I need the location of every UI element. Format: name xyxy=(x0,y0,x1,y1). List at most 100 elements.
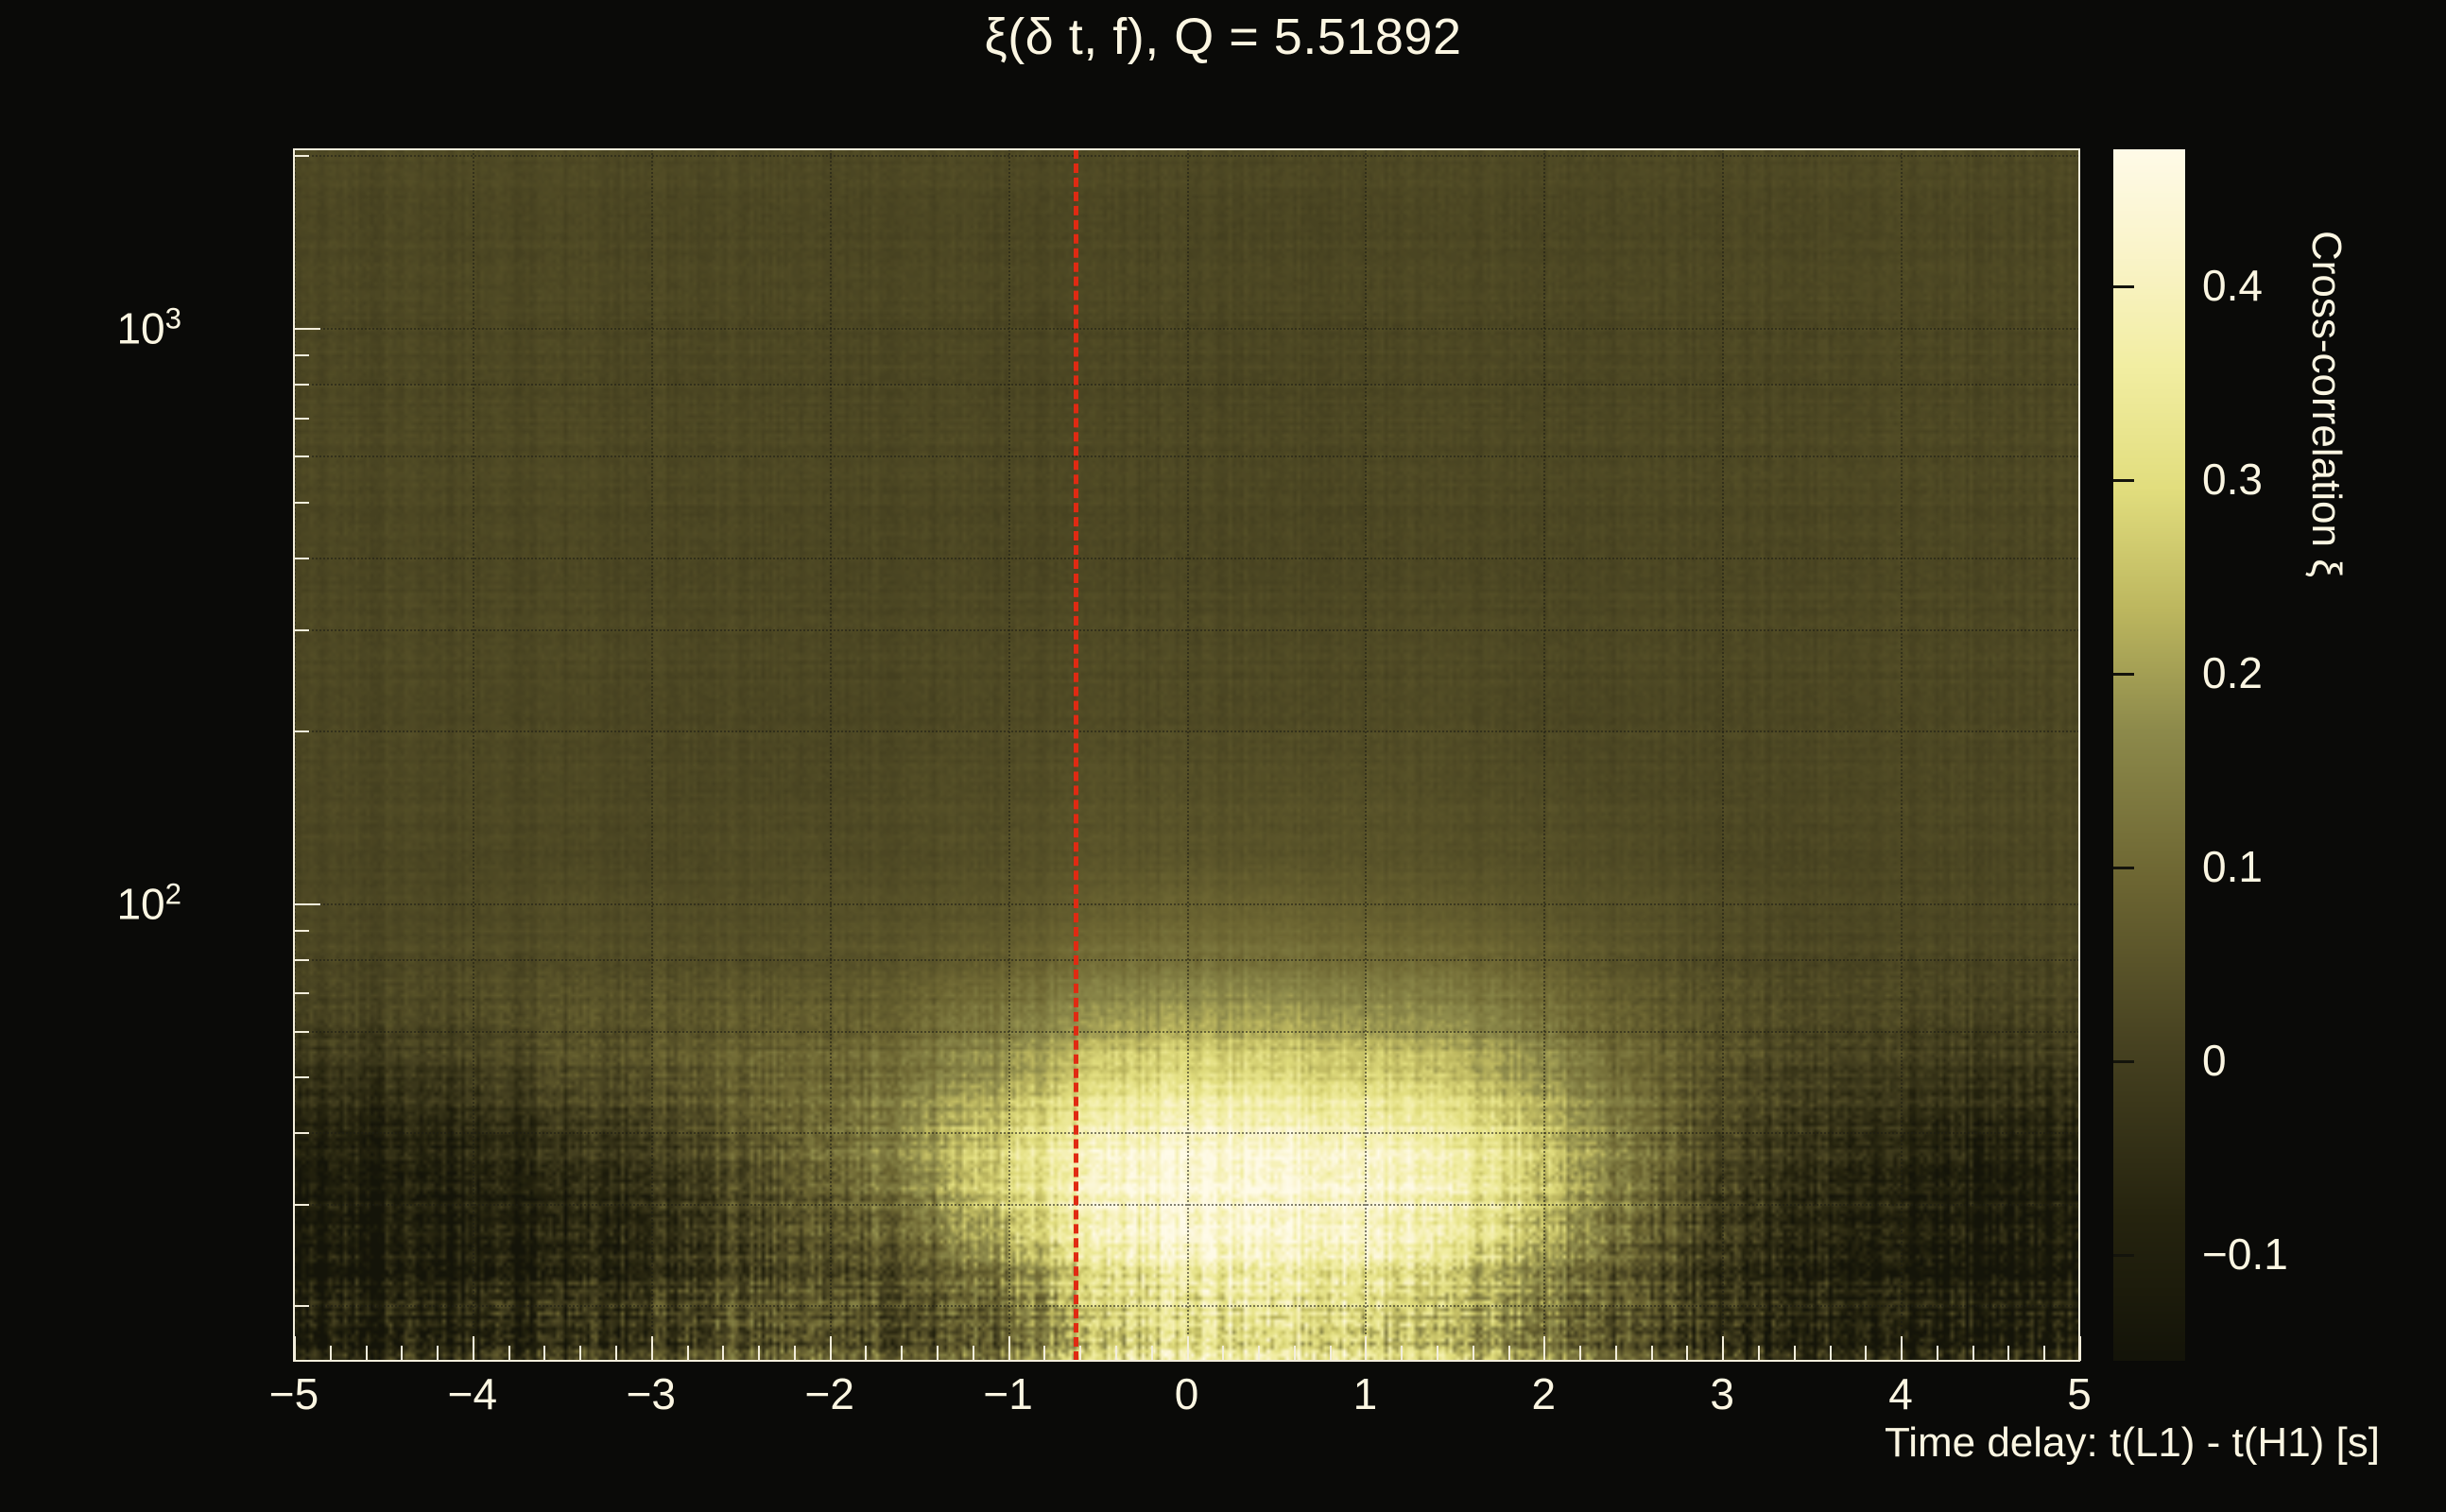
x-axis-major-tick xyxy=(2079,1336,2081,1361)
y-axis-minor-tick xyxy=(294,1203,309,1206)
figure-title: ξ(δ t, f), Q = 5.51892 xyxy=(984,9,1462,65)
colorbar-tick-label: 0.3 xyxy=(2202,454,2263,504)
x-axis-minor-tick xyxy=(1757,1346,1760,1361)
x-axis-minor-tick xyxy=(1079,1346,1082,1361)
x-axis-tick-label: 2 xyxy=(1531,1369,1557,1418)
x-axis-minor-tick xyxy=(401,1346,404,1361)
x-axis-tick-label: −3 xyxy=(626,1369,677,1418)
x-axis-major-tick xyxy=(1365,1336,1368,1361)
x-axis-major-tick xyxy=(1186,1336,1189,1361)
colorbar-tick xyxy=(2113,1254,2134,1258)
x-axis-major-tick xyxy=(1901,1336,1903,1361)
colorbar-title: Cross-correlation ξ xyxy=(2303,231,2350,577)
x-axis-tick-label: −4 xyxy=(447,1369,498,1418)
x-axis-minor-tick xyxy=(329,1346,332,1361)
x-axis-tick-label: 1 xyxy=(1352,1369,1378,1418)
y-axis-minor-tick xyxy=(294,417,309,420)
x-axis-minor-tick xyxy=(1114,1346,1117,1361)
y-axis-minor-tick xyxy=(294,929,309,932)
grid-line-vertical xyxy=(294,149,296,1361)
y-axis-minor-tick xyxy=(294,501,309,504)
x-axis-minor-tick xyxy=(1507,1346,1510,1361)
x-axis-minor-tick xyxy=(579,1346,582,1361)
y-axis-minor-tick xyxy=(294,557,309,559)
x-axis-minor-tick xyxy=(1258,1346,1261,1361)
y-tick-mantissa: 10 xyxy=(116,304,165,354)
x-axis-major-tick xyxy=(829,1336,832,1361)
x-axis-minor-tick xyxy=(758,1346,761,1361)
x-axis-major-tick xyxy=(1008,1336,1010,1361)
colorbar-tick-label: 0 xyxy=(2202,1036,2227,1086)
colorbar-tick xyxy=(2113,478,2134,482)
y-axis-minor-tick xyxy=(294,384,309,387)
y-axis-minor-tick xyxy=(294,992,309,995)
grid-line-vertical xyxy=(472,149,474,1361)
x-axis-minor-tick xyxy=(365,1346,368,1361)
x-axis-tick-label: −2 xyxy=(804,1369,854,1418)
x-axis-minor-tick xyxy=(2043,1346,2046,1361)
grid-line-vertical xyxy=(1722,149,1725,1361)
x-axis-minor-tick xyxy=(1579,1346,1582,1361)
x-axis-minor-tick xyxy=(1401,1346,1404,1361)
x-axis-minor-tick xyxy=(1150,1346,1153,1361)
x-axis-tick-label: −1 xyxy=(983,1369,1033,1418)
colorbar-tick xyxy=(2113,1060,2134,1064)
grid-line-vertical xyxy=(829,149,832,1361)
colorbar-tick-label: 0.4 xyxy=(2202,260,2263,310)
y-axis-minor-tick xyxy=(294,1305,309,1308)
y-axis-minor-tick xyxy=(294,628,309,631)
x-axis-minor-tick xyxy=(1436,1346,1438,1361)
x-axis-minor-tick xyxy=(508,1346,510,1361)
x-axis-minor-tick xyxy=(1972,1346,1974,1361)
y-axis-minor-tick xyxy=(294,455,309,458)
y-tick-mantissa: 10 xyxy=(116,879,165,929)
grid-line-vertical xyxy=(1008,149,1010,1361)
x-axis-major-tick xyxy=(650,1336,653,1361)
x-axis-minor-tick xyxy=(1829,1346,1832,1361)
x-axis-tick-label: 0 xyxy=(1174,1369,1199,1418)
y-axis-minor-tick xyxy=(294,1030,309,1033)
x-axis-minor-tick xyxy=(1293,1346,1296,1361)
x-axis-minor-tick xyxy=(686,1346,689,1361)
colorbar-tick xyxy=(2113,284,2134,288)
colorbar-tick-label: 0.1 xyxy=(2202,841,2263,891)
x-axis-minor-tick xyxy=(1472,1346,1474,1361)
grid-line-vertical xyxy=(650,149,653,1361)
x-axis-major-tick xyxy=(1543,1336,1546,1361)
grid-line-vertical xyxy=(1365,149,1368,1361)
x-axis-minor-tick xyxy=(543,1346,546,1361)
x-axis-minor-tick xyxy=(1865,1346,1868,1361)
x-axis-tick-label: 4 xyxy=(1888,1369,1913,1418)
y-axis-minor-tick xyxy=(294,730,309,732)
y-axis-minor-tick xyxy=(294,354,309,357)
colorbar-tick-label: 0.2 xyxy=(2202,647,2263,697)
y-axis-minor-tick xyxy=(294,1075,309,1078)
heatmap-plot-area[interactable] xyxy=(294,149,2079,1361)
y-tick-exponent: 2 xyxy=(164,877,181,911)
x-axis-minor-tick xyxy=(1614,1346,1617,1361)
x-axis-minor-tick xyxy=(1936,1346,1938,1361)
x-axis-minor-tick xyxy=(1793,1346,1796,1361)
y-axis-tick-label: 102 xyxy=(116,877,181,929)
grid-line-vertical xyxy=(1901,149,1903,1361)
x-axis-minor-tick xyxy=(972,1346,974,1361)
x-axis-tick-label: 5 xyxy=(2067,1369,2092,1418)
colorbar-tick-label: −0.1 xyxy=(2202,1229,2288,1280)
y-tick-exponent: 3 xyxy=(164,301,181,335)
x-axis-minor-tick xyxy=(437,1346,439,1361)
x-axis-minor-tick xyxy=(2007,1346,2010,1361)
x-axis-minor-tick xyxy=(1222,1346,1225,1361)
y-axis-minor-tick xyxy=(294,155,309,158)
colorbar-tick xyxy=(2113,866,2134,869)
grid-line-vertical xyxy=(1186,149,1189,1361)
x-axis-minor-tick xyxy=(865,1346,868,1361)
colorbar-gradient[interactable] xyxy=(2113,149,2185,1361)
x-axis-minor-tick xyxy=(1043,1346,1046,1361)
x-axis-major-tick xyxy=(1722,1336,1725,1361)
colorbar-tick xyxy=(2113,672,2134,676)
x-axis-tick-label: −5 xyxy=(268,1369,319,1418)
x-axis-minor-tick xyxy=(901,1346,904,1361)
x-axis-tick-label: 3 xyxy=(1710,1369,1734,1418)
x-axis-minor-tick xyxy=(1329,1346,1332,1361)
